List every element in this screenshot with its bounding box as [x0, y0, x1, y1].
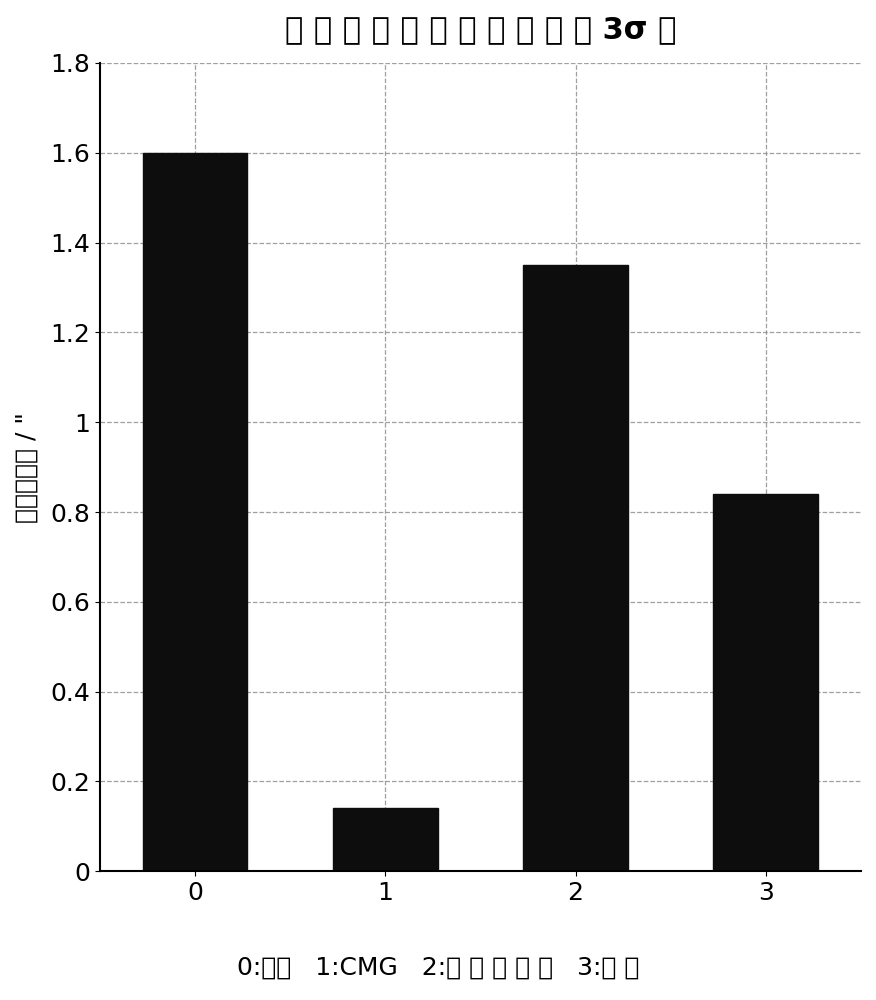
- Bar: [143, 153, 247, 871]
- Y-axis label: 星体姿态角 / ": 星体姿态角 / ": [15, 412, 39, 523]
- Bar: [333, 808, 437, 871]
- Text: 0:合成   1:CMG   2:下 平 台 陌 螺   3:星 敏: 0:合成 1:CMG 2:下 平 台 陌 螺 3:星 敏: [237, 956, 639, 980]
- Title: 星 体 指 向 精 度 影 响 因 素 （ 3σ ）: 星 体 指 向 精 度 影 响 因 素 （ 3σ ）: [285, 15, 676, 44]
- Bar: [523, 265, 628, 871]
- Bar: [713, 494, 818, 871]
